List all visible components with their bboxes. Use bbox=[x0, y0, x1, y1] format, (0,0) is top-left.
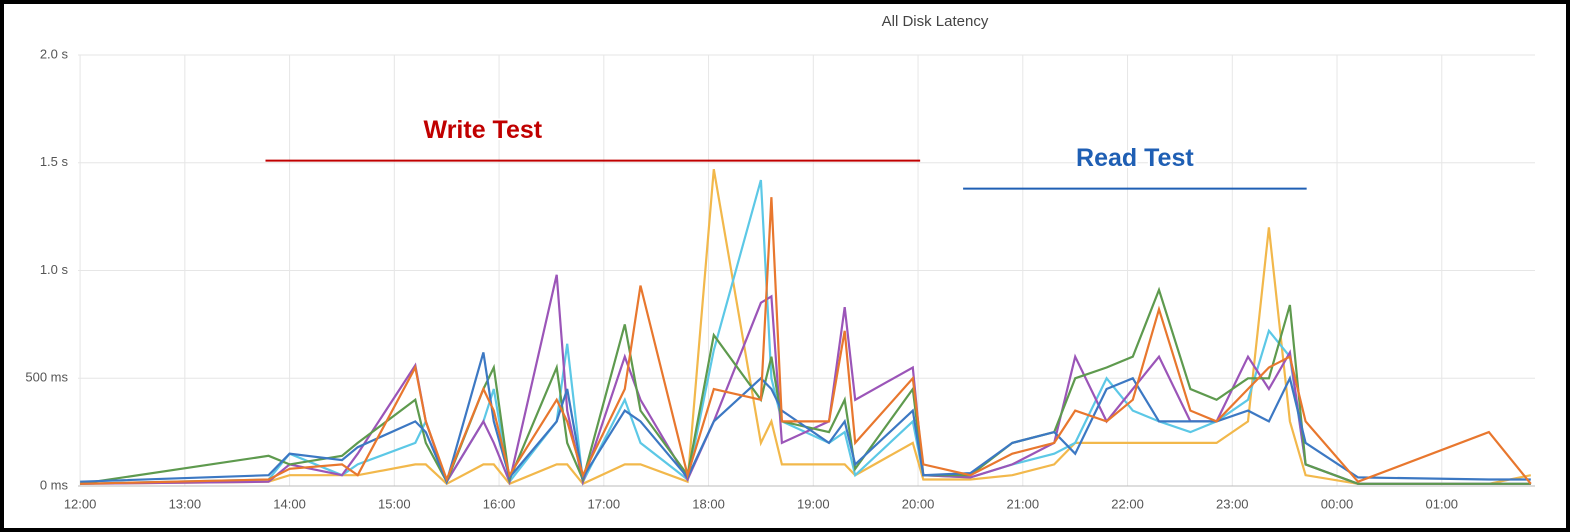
panel bbox=[4, 4, 1566, 528]
x-tick-label: 15:00 bbox=[378, 496, 411, 511]
x-tick-label: 21:00 bbox=[1007, 496, 1040, 511]
series-line bbox=[80, 197, 1532, 485]
x-tick-label: 12:00 bbox=[64, 496, 97, 511]
series-line bbox=[80, 352, 1531, 486]
y-tick-label: 0 ms bbox=[40, 477, 69, 492]
x-tick-label: 19:00 bbox=[797, 496, 830, 511]
x-tick-label: 22:00 bbox=[1111, 496, 1144, 511]
x-tick-label: 01:00 bbox=[1426, 496, 1459, 511]
x-tick-label: 13:00 bbox=[169, 496, 202, 511]
y-tick-label: 500 ms bbox=[25, 370, 68, 385]
y-tick-label: 1.0 s bbox=[40, 262, 69, 277]
y-tick-label: 2.0 s bbox=[40, 46, 69, 61]
x-tick-label: 00:00 bbox=[1321, 496, 1354, 511]
annotation-label: Write Test bbox=[424, 116, 543, 144]
x-tick-label: 16:00 bbox=[483, 496, 516, 511]
x-tick-label: 18:00 bbox=[692, 496, 725, 511]
x-tick-label: 23:00 bbox=[1216, 496, 1249, 511]
series-line bbox=[80, 169, 1532, 486]
x-tick-label: 20:00 bbox=[902, 496, 935, 511]
chart-title: All Disk Latency bbox=[882, 13, 989, 30]
annotation-label: Read Test bbox=[1076, 144, 1194, 172]
x-tick-label: 17:00 bbox=[588, 496, 621, 511]
y-tick-label: 1.5 s bbox=[40, 154, 69, 169]
x-tick-label: 14:00 bbox=[273, 496, 306, 511]
